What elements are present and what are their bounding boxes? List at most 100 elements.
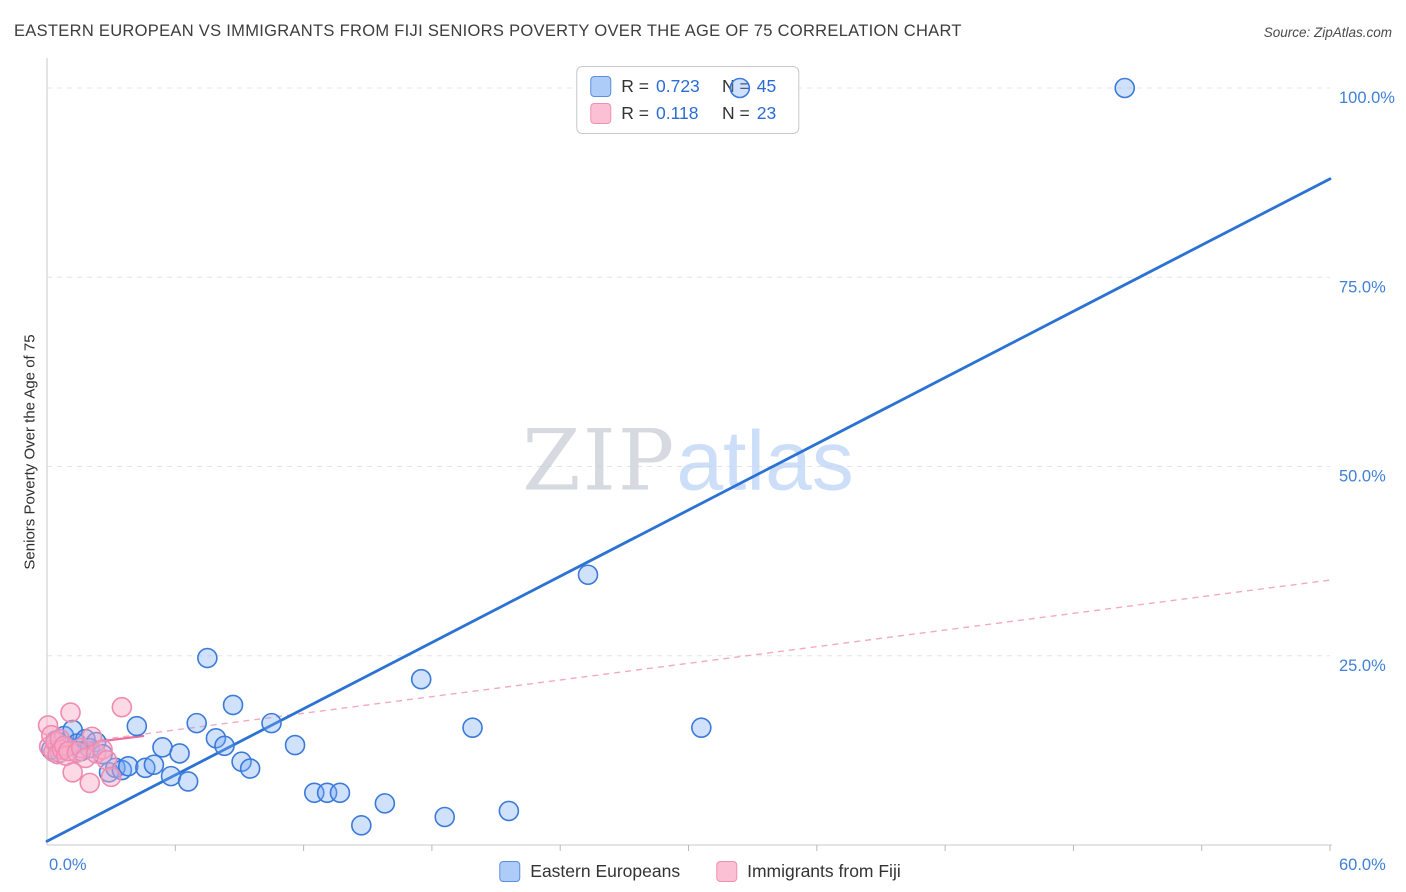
scatter-point[interactable] xyxy=(197,647,218,669)
immigrants-fiji-swatch xyxy=(716,861,738,882)
scatter-point[interactable] xyxy=(40,724,62,746)
legend-row-immigrants-fiji: R = 0.118 N = 23 xyxy=(590,103,782,124)
scatter-point[interactable] xyxy=(691,717,712,738)
y-tick-label: 25.0% xyxy=(1339,657,1386,675)
scatter-point[interactable] xyxy=(66,742,88,763)
n-value: 45 xyxy=(756,76,777,96)
trend-line-dashed xyxy=(46,579,1331,748)
series-legend: Eastern Europeans Immigrants from Fiji xyxy=(499,861,901,882)
correlation-legend-box: R = 0.723 N = 45 R = 0.118 N = 23 xyxy=(576,66,800,134)
scatter-point[interactable] xyxy=(92,739,113,760)
scatter-point[interactable] xyxy=(231,751,252,773)
scatter-point[interactable] xyxy=(329,782,351,804)
watermark: ZIPatlas xyxy=(522,418,854,502)
legend-item-eastern-europeans: Eastern Europeans xyxy=(499,861,680,882)
scatter-point[interactable] xyxy=(38,736,60,757)
scatter-point[interactable] xyxy=(58,740,79,762)
scatter-point[interactable] xyxy=(111,759,133,781)
scatter-point[interactable] xyxy=(45,730,66,751)
scatter-point[interactable] xyxy=(62,719,83,741)
scatter-point[interactable] xyxy=(58,736,79,757)
trend-line-solid xyxy=(45,734,145,750)
scatter-point[interactable] xyxy=(53,735,75,757)
scatter-point[interactable] xyxy=(160,765,182,787)
scatter-point[interactable] xyxy=(222,694,244,716)
eastern-europeans-swatch xyxy=(590,76,612,97)
r-label: R = xyxy=(621,103,649,123)
scatter-point[interactable] xyxy=(96,749,118,771)
scatter-point[interactable] xyxy=(51,739,73,760)
scatter-point[interactable] xyxy=(462,717,483,738)
x-axis-label: 60.0% xyxy=(1339,856,1386,874)
scatter-point[interactable] xyxy=(205,727,227,749)
n-value: 23 xyxy=(756,103,777,123)
scatter-point[interactable] xyxy=(186,712,207,734)
scatter-point[interactable] xyxy=(126,715,148,737)
scatter-point[interactable] xyxy=(53,725,75,747)
scatter-point[interactable] xyxy=(261,712,282,734)
n-label: N = xyxy=(722,103,750,123)
scatter-point[interactable] xyxy=(85,731,107,753)
scatter-point[interactable] xyxy=(70,740,92,762)
scatter-point[interactable] xyxy=(169,743,190,764)
x-axis-label: 0.0% xyxy=(49,856,87,874)
trend-line-solid xyxy=(45,177,1332,843)
scatter-point[interactable] xyxy=(47,743,68,765)
scatter-point[interactable] xyxy=(40,739,62,760)
scatter-point[interactable] xyxy=(152,737,173,758)
n-label: N = xyxy=(722,76,750,96)
scatter-point[interactable] xyxy=(214,735,235,757)
scatter-point[interactable] xyxy=(284,734,306,756)
source-label: Source: ZipAtlas.com xyxy=(1263,25,1392,40)
r-label: R = xyxy=(621,76,649,96)
scatter-point[interactable] xyxy=(351,815,372,836)
scatter-point[interactable] xyxy=(75,728,96,750)
y-tick-label: 50.0% xyxy=(1339,468,1386,486)
scatter-point[interactable] xyxy=(303,782,325,804)
watermark-zip: ZIP xyxy=(522,411,677,510)
eastern-europeans-swatch xyxy=(499,861,521,882)
legend-item-label: Immigrants from Fiji xyxy=(747,861,901,881)
scatter-point[interactable] xyxy=(117,755,139,777)
scatter-point[interactable] xyxy=(49,728,71,750)
scatter-point[interactable] xyxy=(105,757,126,779)
scatter-point[interactable] xyxy=(60,702,81,723)
scatter-point[interactable] xyxy=(239,758,261,779)
page-title: EASTERN EUROPEAN VS IMMIGRANTS FROM FIJI… xyxy=(14,22,962,40)
scatter-point[interactable] xyxy=(177,771,199,792)
scatter-point[interactable] xyxy=(1114,77,1136,99)
legend-row-eastern-europeans: R = 0.723 N = 45 xyxy=(590,76,782,97)
scatter-point[interactable] xyxy=(79,737,101,759)
scatter-point[interactable] xyxy=(316,782,338,804)
scatter-point[interactable] xyxy=(49,742,71,763)
scatter-point[interactable] xyxy=(498,800,520,822)
scatter-point[interactable] xyxy=(37,715,59,736)
y-tick-label: 100.0% xyxy=(1339,89,1395,107)
scatter-point[interactable] xyxy=(98,762,120,783)
scatter-point[interactable] xyxy=(55,745,77,766)
scatter-point[interactable] xyxy=(111,696,133,718)
scatter-point[interactable] xyxy=(45,731,66,753)
scatter-point[interactable] xyxy=(92,743,113,765)
scatter-point[interactable] xyxy=(410,668,432,690)
scatter-point[interactable] xyxy=(143,754,165,776)
immigrants-fiji-swatch xyxy=(590,103,612,124)
scatter-point[interactable] xyxy=(85,743,107,764)
scatter-point[interactable] xyxy=(66,733,88,754)
legend-item-immigrants-fiji: Immigrants from Fiji xyxy=(716,861,901,882)
scatter-point[interactable] xyxy=(43,741,64,763)
scatter-point[interactable] xyxy=(62,762,83,783)
legend-item-label: Eastern Europeans xyxy=(530,861,681,881)
y-axis-title: Seniors Poverty Over the Age of 75 xyxy=(21,334,39,570)
scatter-point[interactable] xyxy=(79,772,101,794)
scatter-point[interactable] xyxy=(75,747,96,769)
scatter-point[interactable] xyxy=(374,793,396,814)
scatter-point[interactable] xyxy=(577,564,599,586)
scatter-point[interactable] xyxy=(434,806,456,828)
y-tick-label: 75.0% xyxy=(1339,278,1386,296)
scatter-point[interactable] xyxy=(135,757,156,779)
scatter-point[interactable] xyxy=(100,766,122,788)
r-value: 0.118 xyxy=(656,103,699,123)
scatter-point[interactable] xyxy=(70,737,92,759)
scatter-point[interactable] xyxy=(81,726,103,748)
